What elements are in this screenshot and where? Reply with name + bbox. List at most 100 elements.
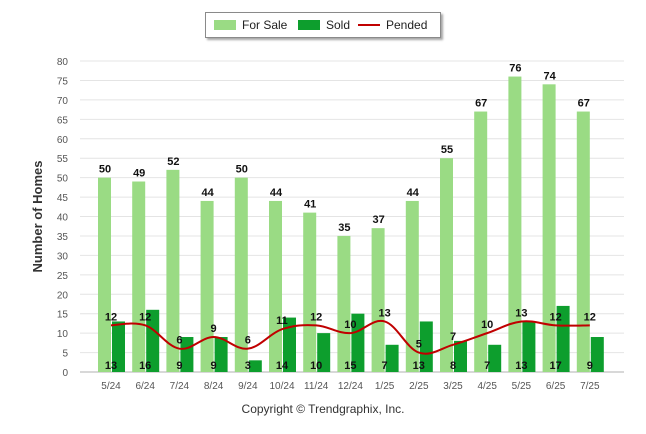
- data-label-for-sale: 44: [407, 187, 420, 199]
- y-tick-label: 5: [62, 349, 68, 360]
- data-label-pended: 13: [515, 307, 527, 319]
- data-label-pended: 11: [276, 315, 288, 327]
- bar-for-sale: [98, 177, 111, 372]
- data-label-for-sale: 49: [133, 168, 145, 180]
- legend-swatch-sold: [298, 20, 320, 30]
- bar-for-sale: [234, 177, 248, 372]
- y-tick-label: 30: [57, 251, 69, 262]
- bar-sold: [146, 309, 160, 372]
- data-label-pended: 10: [481, 319, 493, 331]
- data-label-pended: 12: [549, 311, 561, 323]
- y-tick-label: 45: [57, 193, 69, 204]
- y-axis-title: Number of Homes: [30, 161, 45, 273]
- data-label-sold: 9: [587, 360, 593, 372]
- data-label-pended: 12: [105, 311, 117, 323]
- x-tick-label: 12/24: [338, 381, 363, 392]
- y-tick-label: 25: [57, 271, 69, 282]
- data-label-for-sale: 44: [201, 187, 214, 199]
- data-label-for-sale: 50: [99, 164, 111, 176]
- data-label-pended: 13: [378, 307, 390, 319]
- data-label-sold: 17: [549, 360, 561, 372]
- legend-item-for-sale[interactable]: For Sale: [214, 13, 287, 37]
- bar-sold: [385, 344, 399, 372]
- data-label-for-sale: 67: [475, 98, 487, 110]
- x-tick-label: 5/24: [101, 381, 121, 392]
- bar-for-sale: [303, 212, 317, 372]
- bar-sold: [180, 337, 194, 372]
- bar-for-sale: [200, 200, 214, 372]
- y-tick-label: 70: [57, 96, 69, 107]
- data-label-pended: 12: [310, 311, 322, 323]
- bar-for-sale: [371, 228, 385, 372]
- data-label-pended: 12: [584, 311, 596, 323]
- data-label-pended: 6: [245, 335, 251, 347]
- bar-for-sale: [440, 158, 453, 372]
- data-label-sold: 15: [344, 360, 356, 372]
- legend-label-sold: Sold: [326, 18, 351, 32]
- x-tick-label: 6/25: [546, 381, 566, 392]
- y-tick-label: 10: [57, 329, 69, 340]
- legend-label-for-sale: For Sale: [242, 18, 288, 32]
- data-label-pended: 12: [139, 311, 151, 323]
- data-label-sold: 9: [176, 360, 182, 372]
- x-tick-label: 5/25: [512, 381, 532, 392]
- data-label-pended: 5: [416, 339, 422, 351]
- data-label-sold: 14: [276, 360, 289, 372]
- legend-item-sold[interactable]: Sold: [298, 13, 350, 37]
- y-tick-label: 65: [57, 115, 69, 126]
- line-pended: [110, 319, 590, 355]
- data-label-for-sale: 37: [372, 214, 384, 226]
- x-tick-label: 1/25: [375, 381, 395, 392]
- data-label-pended: 10: [344, 319, 356, 331]
- y-tick-label: 80: [57, 57, 69, 68]
- bar-for-sale: [474, 111, 488, 372]
- bar-sold: [556, 305, 570, 372]
- y-tick-label: 60: [57, 135, 69, 146]
- y-tick-label: 55: [57, 154, 69, 165]
- data-label-sold: 7: [382, 360, 388, 372]
- y-tick-label: 35: [57, 232, 69, 243]
- data-label-sold: 3: [245, 360, 251, 372]
- data-label-sold: 7: [484, 360, 490, 372]
- data-label-sold: 8: [450, 360, 456, 372]
- data-label-sold: 16: [139, 360, 151, 372]
- bar-for-sale: [269, 200, 282, 372]
- bar-for-sale: [132, 181, 146, 372]
- x-tick-label: 4/25: [477, 381, 497, 392]
- bar-sold: [488, 344, 502, 372]
- x-tick-label: 3/25: [443, 381, 463, 392]
- data-label-sold: 10: [310, 360, 322, 372]
- legend-line-pended: [358, 24, 380, 26]
- bar-for-sale: [166, 169, 180, 372]
- y-tick-label: 40: [57, 213, 69, 224]
- data-label-pended: 6: [176, 335, 182, 347]
- bar-sold: [214, 337, 228, 372]
- data-label-for-sale: 74: [543, 70, 556, 82]
- data-label-for-sale: 76: [509, 63, 521, 75]
- bar-for-sale: [508, 76, 522, 373]
- bar-sold: [248, 360, 262, 372]
- bar-sold: [419, 321, 433, 372]
- bar-for-sale: [576, 111, 590, 372]
- y-tick-label: 50: [57, 174, 69, 185]
- legend-swatch-for-sale: [214, 20, 236, 30]
- bar-sold: [283, 317, 296, 372]
- y-tick-label: 0: [62, 368, 68, 379]
- data-label-for-sale: 52: [167, 156, 179, 168]
- x-tick-label: 7/24: [170, 381, 190, 392]
- data-label-for-sale: 41: [304, 199, 316, 211]
- x-tick-label: 2/25: [409, 381, 429, 392]
- bar-sold: [590, 337, 604, 372]
- y-tick-label: 20: [57, 290, 69, 301]
- data-label-sold: 9: [211, 360, 217, 372]
- x-tick-label: 8/24: [204, 381, 224, 392]
- data-label-for-sale: 35: [338, 222, 350, 234]
- bar-for-sale: [405, 200, 419, 372]
- bar-sold: [112, 321, 125, 372]
- legend-item-pended[interactable]: Pended: [358, 13, 427, 37]
- data-label-for-sale: 50: [236, 164, 248, 176]
- data-label-for-sale: 67: [578, 98, 590, 110]
- bar-sold: [317, 333, 331, 372]
- x-tick-label: 6/24: [135, 381, 155, 392]
- copyright-text: Copyright © Trendgraphix, Inc.: [241, 402, 405, 416]
